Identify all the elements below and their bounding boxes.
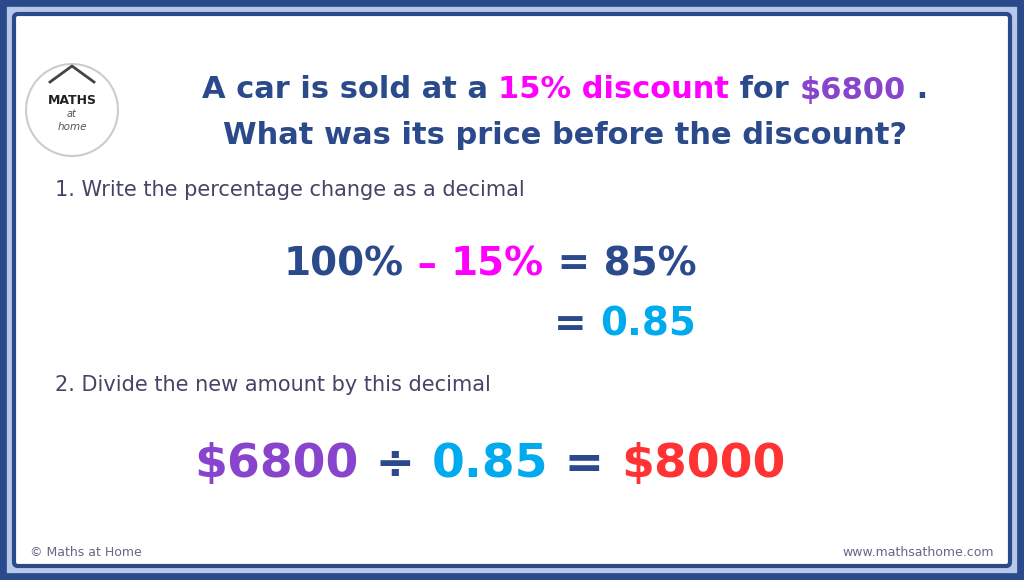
Text: What was its price before the discount?: What was its price before the discount? bbox=[223, 121, 907, 150]
Text: MATHS: MATHS bbox=[47, 93, 96, 107]
Text: = 85%: = 85% bbox=[544, 246, 696, 284]
Text: home: home bbox=[57, 122, 87, 132]
Text: 100%: 100% bbox=[284, 246, 403, 284]
Text: 0.85: 0.85 bbox=[600, 306, 696, 344]
Text: =: = bbox=[554, 306, 600, 344]
Text: 1. Write the percentage change as a decimal: 1. Write the percentage change as a deci… bbox=[55, 180, 524, 200]
Text: $6800: $6800 bbox=[195, 443, 359, 488]
Text: =: = bbox=[548, 443, 621, 488]
Text: .: . bbox=[906, 75, 928, 104]
Text: 2. Divide the new amount by this decimal: 2. Divide the new amount by this decimal bbox=[55, 375, 490, 395]
Text: 0.85: 0.85 bbox=[432, 443, 548, 488]
Text: A car is sold at a: A car is sold at a bbox=[202, 75, 499, 104]
Text: at: at bbox=[67, 109, 77, 119]
Text: www.mathsathome.com: www.mathsathome.com bbox=[843, 546, 994, 559]
Text: 15% discount: 15% discount bbox=[499, 75, 729, 104]
Text: $8000: $8000 bbox=[621, 443, 785, 488]
Circle shape bbox=[26, 64, 118, 156]
Text: 15%: 15% bbox=[451, 246, 544, 284]
Text: –: – bbox=[403, 246, 451, 284]
Text: for: for bbox=[729, 75, 800, 104]
FancyBboxPatch shape bbox=[14, 14, 1010, 566]
Text: © Maths at Home: © Maths at Home bbox=[30, 546, 141, 559]
Text: $6800: $6800 bbox=[800, 75, 906, 104]
Text: ÷: ÷ bbox=[359, 443, 432, 488]
